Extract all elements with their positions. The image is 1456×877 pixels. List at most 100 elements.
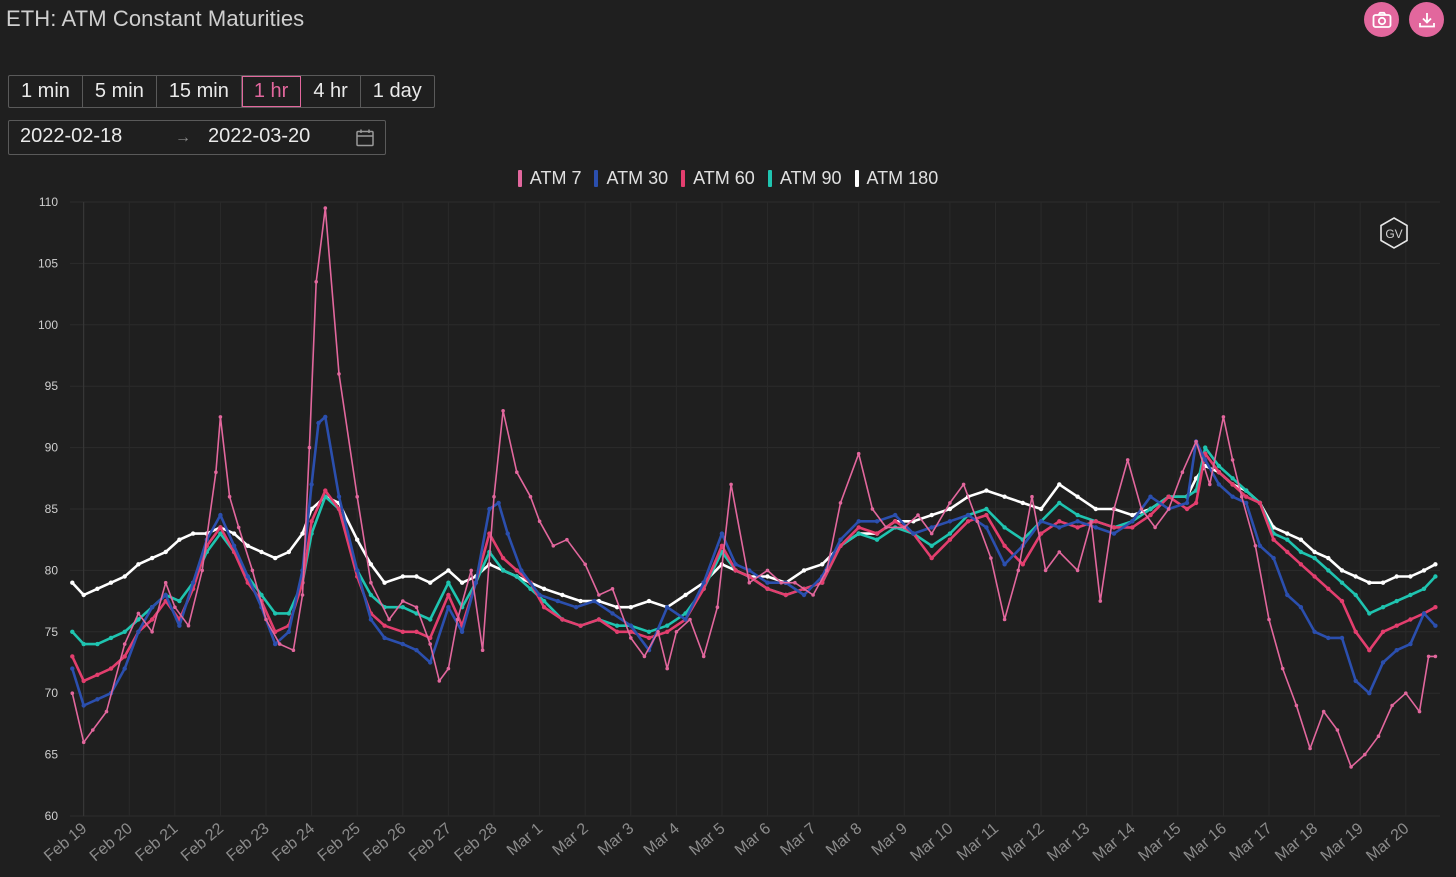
data-point	[177, 537, 182, 542]
data-point	[1367, 691, 1372, 696]
data-point	[893, 512, 898, 518]
legend-label: ATM 180	[866, 168, 939, 188]
data-point	[929, 512, 934, 518]
download-button[interactable]	[1409, 2, 1444, 37]
x-tick-label: Mar 11	[954, 820, 1002, 864]
data-point	[596, 617, 602, 622]
page-title: ETH: ATM Constant Maturities	[6, 6, 305, 31]
data-point	[1075, 568, 1080, 573]
data-point	[368, 617, 374, 622]
series-line	[71, 464, 1437, 609]
data-point	[793, 580, 797, 585]
data-point	[701, 580, 706, 585]
data-point	[1130, 519, 1135, 524]
interval-15-min[interactable]: 15 min	[157, 76, 242, 107]
data-point	[729, 482, 733, 487]
chart-grid	[70, 201, 1440, 817]
data-point	[355, 537, 360, 542]
data-point	[747, 580, 752, 585]
data-point	[1075, 512, 1080, 518]
legend-atm-60[interactable]: ATM 60	[681, 168, 755, 189]
data-point	[514, 568, 519, 573]
data-point	[1326, 568, 1331, 573]
data-point	[1244, 500, 1249, 506]
legend-label: ATM 60	[693, 168, 755, 188]
x-tick-label: Mar 8	[823, 820, 865, 859]
gv-watermark: GV	[1380, 217, 1408, 249]
legend-atm-90[interactable]: ATM 90	[767, 168, 842, 189]
data-point	[108, 580, 114, 585]
legend-atm-180[interactable]: ATM 180	[854, 168, 939, 189]
data-point	[1111, 531, 1117, 536]
data-point	[1216, 482, 1222, 487]
data-point	[1353, 678, 1358, 684]
data-point	[95, 672, 100, 677]
data-point	[783, 592, 788, 598]
data-point	[874, 519, 880, 524]
data-point	[81, 703, 86, 708]
interval-1-hr[interactable]: 1 hr	[241, 76, 302, 107]
data-point	[163, 549, 168, 555]
interval-4-hr[interactable]: 4 hr	[301, 76, 361, 107]
x-tick-label: Mar 15	[1135, 820, 1184, 865]
data-point	[1408, 592, 1413, 598]
data-point	[218, 531, 223, 536]
data-point	[428, 642, 433, 646]
x-tick-label: Mar 1	[504, 820, 546, 859]
data-point	[1367, 611, 1372, 616]
data-point	[368, 562, 374, 567]
series-atm-7[interactable]	[70, 206, 1438, 769]
data-point	[537, 519, 542, 524]
series-line	[71, 452, 1437, 683]
data-point	[473, 580, 478, 585]
screenshot-button[interactable]	[1364, 2, 1399, 37]
data-point	[665, 605, 670, 610]
data-point	[273, 611, 278, 616]
start-date-input[interactable]: 2022-02-18	[20, 125, 123, 147]
data-point	[1308, 746, 1312, 751]
data-point	[1312, 629, 1317, 634]
date-range-picker[interactable]: 2022-02-18 → 2022-03-20	[8, 120, 386, 155]
series-atm-60[interactable]	[70, 451, 1438, 684]
x-tick-label: Feb 23	[224, 820, 273, 865]
data-point	[1020, 500, 1025, 506]
data-point	[259, 549, 264, 555]
data-point	[1380, 629, 1386, 634]
data-point	[592, 598, 597, 604]
data-point	[1130, 512, 1135, 518]
calendar-icon[interactable]	[355, 128, 375, 148]
y-tick-label: 65	[45, 748, 59, 762]
data-point	[1244, 494, 1249, 499]
data-point	[1184, 506, 1190, 512]
data-point	[487, 506, 492, 512]
series-atm-30[interactable]	[70, 414, 1438, 708]
end-date-input[interactable]: 2022-03-20	[208, 125, 311, 147]
interval-5-min[interactable]: 5 min	[83, 76, 157, 107]
data-point	[1394, 598, 1399, 604]
data-point	[665, 623, 670, 628]
data-point	[149, 555, 155, 561]
data-point	[1408, 641, 1413, 647]
data-point	[414, 574, 419, 579]
data-point	[560, 617, 565, 622]
data-point	[1271, 537, 1276, 542]
x-tick-label: Mar 16	[1181, 820, 1230, 865]
data-point	[150, 630, 154, 634]
legend-swatch	[594, 170, 599, 187]
data-point	[163, 592, 168, 598]
series-atm-90[interactable]	[70, 445, 1438, 647]
legend-atm-30[interactable]: ATM 30	[594, 168, 668, 189]
x-tick-label: Mar 2	[549, 820, 591, 859]
legend-atm-7[interactable]: ATM 7	[517, 168, 581, 189]
data-point	[500, 568, 506, 573]
y-tick-label: 60	[45, 809, 59, 823]
data-point	[309, 506, 314, 512]
interval-1-day[interactable]: 1 day	[372, 80, 422, 102]
data-point	[573, 605, 579, 610]
data-point	[537, 592, 542, 598]
data-point	[1271, 555, 1276, 561]
data-point	[541, 605, 547, 610]
interval-1-min[interactable]: 1 min	[9, 76, 83, 107]
data-point	[496, 500, 501, 506]
